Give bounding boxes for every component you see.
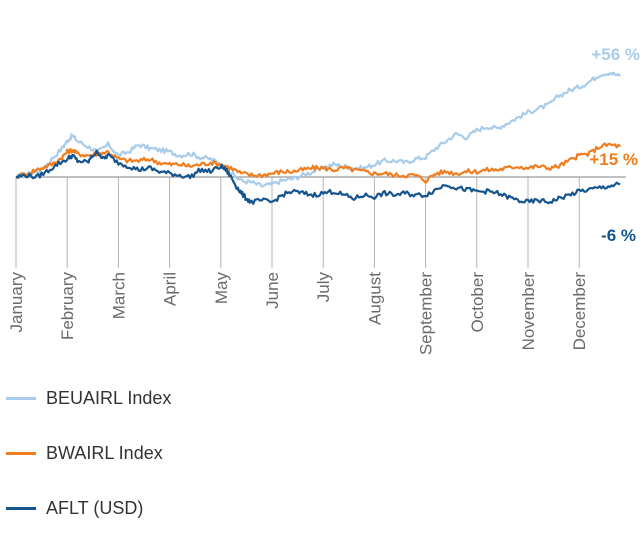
series-line-aflt-usd bbox=[15, 149, 621, 205]
month-tick-lines bbox=[15, 177, 580, 268]
legend-item: BEUAIRL Index bbox=[6, 383, 171, 413]
end-label-aflt-usd: -6 % bbox=[601, 226, 636, 245]
month-label-october: October bbox=[468, 272, 487, 333]
end-label-beuairl-index: +56 % bbox=[591, 45, 640, 64]
month-label-january: January bbox=[7, 272, 26, 333]
series-line-bwairl-index bbox=[15, 142, 621, 184]
month-label-february: February bbox=[58, 272, 77, 341]
series-lines bbox=[15, 71, 622, 205]
end-label-bwairl-index: +15 % bbox=[589, 150, 638, 169]
series-line-beuairl-index bbox=[15, 71, 622, 188]
legend-label: AFLT (USD) bbox=[46, 497, 144, 518]
legend-label: BWAIRL Index bbox=[46, 442, 163, 463]
legend-item: BWAIRL Index bbox=[6, 438, 163, 468]
month-label-august: August bbox=[365, 272, 384, 325]
line-chart: +56 % +15 % -6 % January February March April… bbox=[7, 45, 640, 356]
legend-swatch bbox=[6, 396, 36, 400]
month-label-december: December bbox=[570, 272, 589, 351]
series-end-labels: +56 % +15 % -6 % bbox=[589, 45, 640, 245]
month-label-april: April bbox=[161, 272, 180, 306]
legend-swatch bbox=[6, 506, 36, 510]
month-label-november: November bbox=[519, 272, 538, 351]
month-labels: January February March April May June July Augu… bbox=[7, 272, 589, 356]
month-label-july: July bbox=[314, 272, 333, 303]
month-label-june: June bbox=[263, 272, 282, 309]
month-label-march: March bbox=[109, 272, 128, 319]
month-label-september: September bbox=[417, 272, 436, 355]
legend-swatch bbox=[6, 451, 36, 455]
legend-item: AFLT (USD) bbox=[6, 493, 143, 523]
legend-label: BEUAIRL Index bbox=[46, 387, 172, 408]
month-label-may: May bbox=[212, 272, 231, 305]
